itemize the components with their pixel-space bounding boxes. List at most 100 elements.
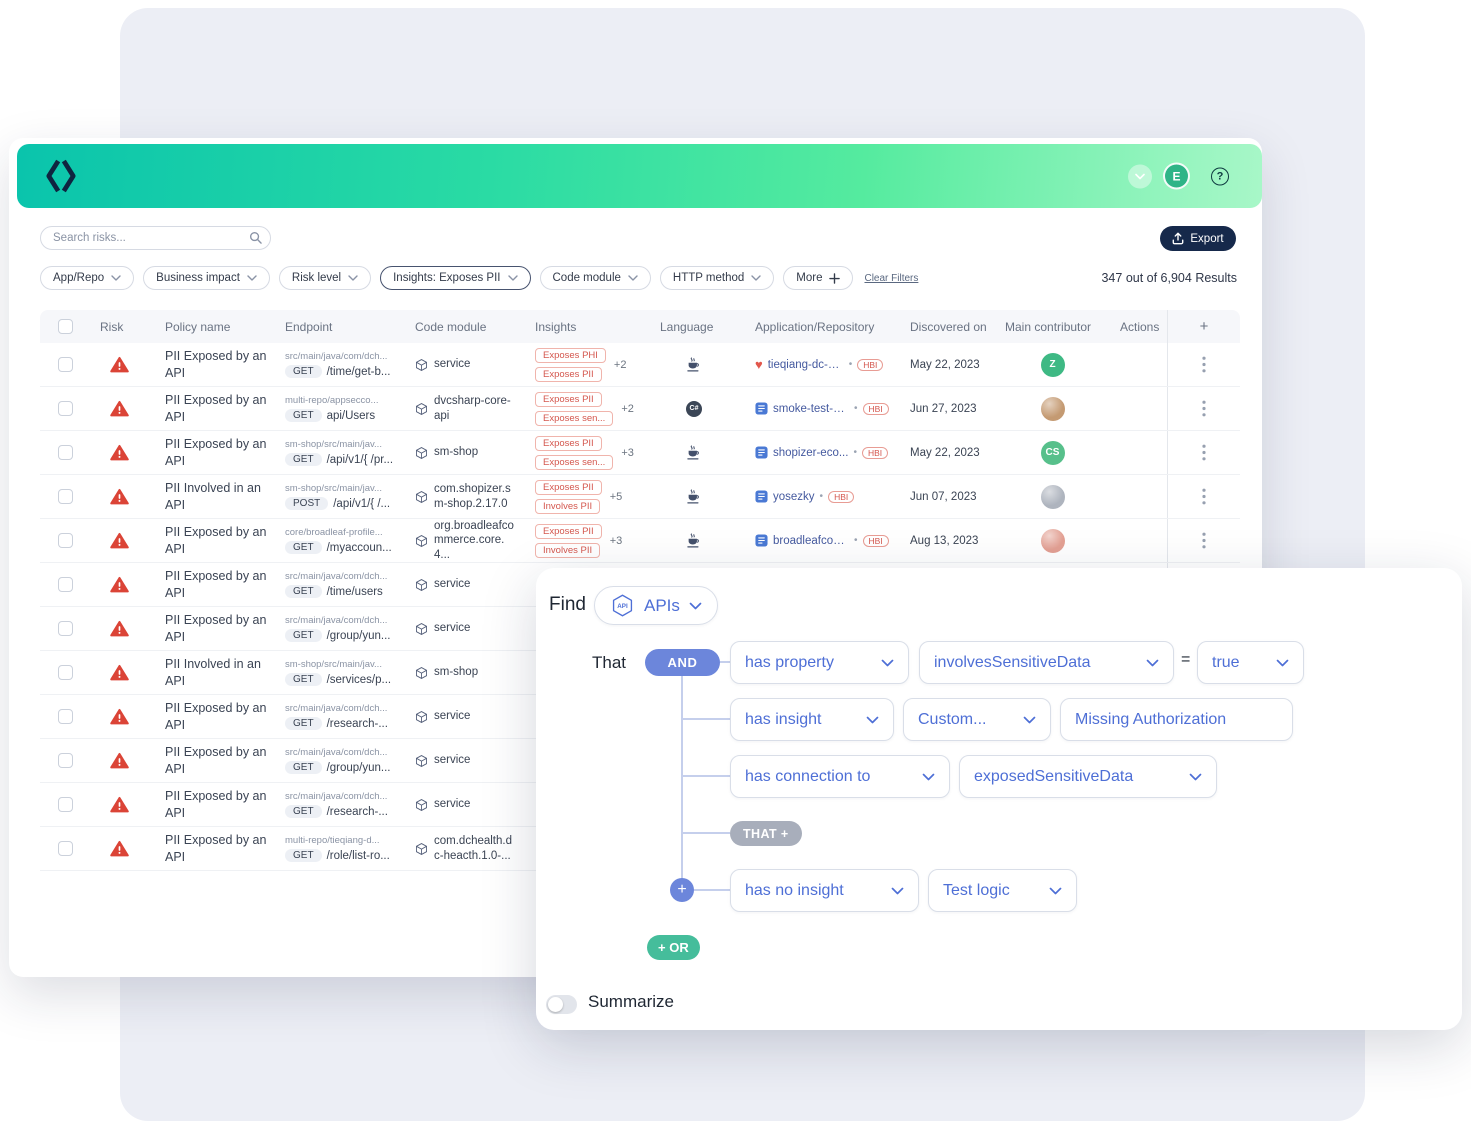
row-checkbox[interactable] — [57, 665, 73, 680]
row-actions-menu[interactable] — [1200, 354, 1208, 375]
policy-name: PII Exposed by an API — [165, 349, 267, 380]
endpoint-path: multi-repo/tieqiang-d... — [285, 835, 380, 846]
column-header[interactable]: Insights — [535, 319, 577, 334]
insight-value-field[interactable]: Missing Authorization — [1060, 698, 1293, 741]
application-link[interactable]: smoke-test-st... — [773, 402, 849, 415]
help-button[interactable]: ? — [1211, 167, 1229, 185]
row-checkbox[interactable] — [57, 533, 73, 548]
insight-badge: Exposes sen... — [535, 454, 614, 470]
risk-warning-icon — [110, 356, 129, 373]
policy-name: PII Exposed by an API — [165, 789, 267, 820]
connection-value-select[interactable]: exposedSensitiveData — [959, 755, 1217, 798]
application-link[interactable]: tieqiang-dc-h... — [767, 358, 844, 371]
query-builder-panel: Find API APIs That AND has property invo… — [536, 568, 1462, 1030]
insight-badge: Exposes PII — [535, 366, 602, 382]
and-operator-pill[interactable]: AND — [645, 649, 720, 676]
row-checkbox[interactable] — [57, 753, 73, 768]
column-header[interactable]: Endpoint — [285, 319, 333, 334]
application-link[interactable]: broadleafcom... — [773, 534, 849, 547]
add-or-clause-button[interactable]: + OR — [647, 935, 700, 960]
column-header[interactable]: Policy name — [165, 319, 231, 334]
row-actions-menu[interactable] — [1200, 530, 1208, 551]
connector-line — [683, 775, 730, 777]
row-checkbox[interactable] — [57, 357, 73, 372]
table-row[interactable]: PII Exposed by an API core/broadleaf-prof… — [40, 519, 1240, 563]
filter-chip[interactable]: Risk level — [278, 266, 372, 290]
endpoint-path: src/main/java/com/dch... — [285, 615, 388, 626]
user-avatar[interactable]: E — [1163, 162, 1190, 190]
no-insight-value-select[interactable]: Test logic — [928, 869, 1077, 912]
application-link[interactable]: shopizer-eco... — [773, 446, 849, 459]
policy-name: PII Exposed by an API — [165, 833, 267, 864]
summarize-toggle[interactable] — [546, 995, 577, 1014]
contributor-avatar[interactable]: Z — [1040, 352, 1065, 377]
row-actions-menu[interactable] — [1200, 398, 1208, 419]
row-checkbox[interactable] — [57, 577, 73, 592]
property-name-select[interactable]: involvesSensitiveData — [919, 641, 1174, 684]
table-row[interactable]: PII Exposed by an API multi-repo/appsecco… — [40, 387, 1240, 431]
endpoint-value: /myaccoun... — [326, 541, 392, 554]
filter-chip[interactable]: Code module — [539, 266, 651, 290]
filter-chip[interactable]: HTTP method — [659, 266, 775, 290]
add-column-button[interactable]: + — [1167, 310, 1240, 343]
contributor-avatar[interactable] — [1040, 484, 1065, 509]
separator-dot: • — [848, 359, 853, 370]
row-checkbox[interactable] — [57, 709, 73, 724]
column-header[interactable]: Application/Repository — [755, 319, 875, 334]
insight-category-select[interactable]: Custom... — [903, 698, 1051, 741]
column-header[interactable]: Language — [660, 319, 714, 334]
insight-badge: Exposes PII — [535, 523, 602, 539]
table-row[interactable]: PII Exposed by an API sm-shop/src/main/ja… — [40, 431, 1240, 475]
row-checkbox[interactable] — [57, 621, 73, 636]
search-input[interactable] — [40, 226, 271, 250]
endpoint-path: src/main/java/com/dch... — [285, 747, 388, 758]
condition-field-select[interactable]: has no insight — [730, 869, 919, 912]
more-filters-chip[interactable]: More — [783, 266, 854, 290]
chevron-down-icon — [881, 659, 894, 666]
export-button[interactable]: Export — [1160, 226, 1236, 251]
column-header[interactable]: Code module — [415, 319, 487, 334]
filter-chip-label: HTTP method — [672, 272, 745, 284]
policy-name: PII Involved in an API — [165, 657, 261, 688]
risk-warning-icon — [110, 840, 129, 857]
column-header[interactable]: Risk — [100, 319, 124, 334]
column-header[interactable]: Actions — [1120, 319, 1160, 334]
filter-chip[interactable]: App/Repo — [40, 266, 135, 290]
chevron-down-icon — [111, 275, 121, 281]
row-checkbox[interactable] — [57, 401, 73, 416]
row-actions-menu[interactable] — [1200, 442, 1208, 463]
endpoint-value: /role/list-ro... — [326, 849, 390, 862]
row-checkbox[interactable] — [57, 489, 73, 504]
clear-filters-link[interactable]: Clear Filters — [864, 272, 919, 284]
column-header[interactable]: Main contributor — [1005, 319, 1092, 334]
table-row[interactable]: PII Involved in an API sm-shop/src/main/j… — [40, 475, 1240, 519]
condition-field-select[interactable]: has insight — [730, 698, 894, 741]
row-checkbox[interactable] — [57, 445, 73, 460]
contributor-avatar[interactable] — [1040, 528, 1065, 553]
header-dropdown-button[interactable] — [1128, 164, 1152, 188]
module-icon — [415, 358, 428, 372]
filter-chip[interactable]: Business impact — [143, 266, 270, 290]
risk-warning-icon — [110, 708, 129, 725]
java-icon — [686, 489, 700, 504]
table-row[interactable]: PII Exposed by an API src/main/java/com/d… — [40, 343, 1240, 387]
application-link[interactable]: yosezky — [773, 490, 815, 503]
condition-field-select[interactable]: has connection to — [730, 755, 950, 798]
row-actions-menu[interactable] — [1200, 486, 1208, 507]
row-checkbox[interactable] — [57, 797, 73, 812]
select-all-checkbox[interactable] — [57, 319, 73, 334]
endpoint-value: /services/p... — [326, 673, 392, 686]
contributor-avatar[interactable]: CS — [1040, 440, 1065, 465]
insights-more-count: +5 — [609, 490, 623, 503]
http-method-badge: GET — [285, 365, 322, 378]
contributor-avatar[interactable] — [1040, 396, 1065, 421]
entity-type-select[interactable]: API APIs — [594, 586, 718, 625]
condition-field-select[interactable]: has property — [730, 641, 909, 684]
add-that-clause-button[interactable]: THAT + — [730, 821, 802, 846]
property-value-select[interactable]: true — [1197, 641, 1304, 684]
filter-chip[interactable]: Insights: Exposes PII — [380, 266, 531, 290]
add-condition-button[interactable]: + — [670, 878, 694, 902]
row-checkbox[interactable] — [57, 841, 73, 856]
column-header[interactable]: Discovered on — [910, 319, 987, 334]
filter-chip-label: Risk level — [291, 272, 342, 284]
